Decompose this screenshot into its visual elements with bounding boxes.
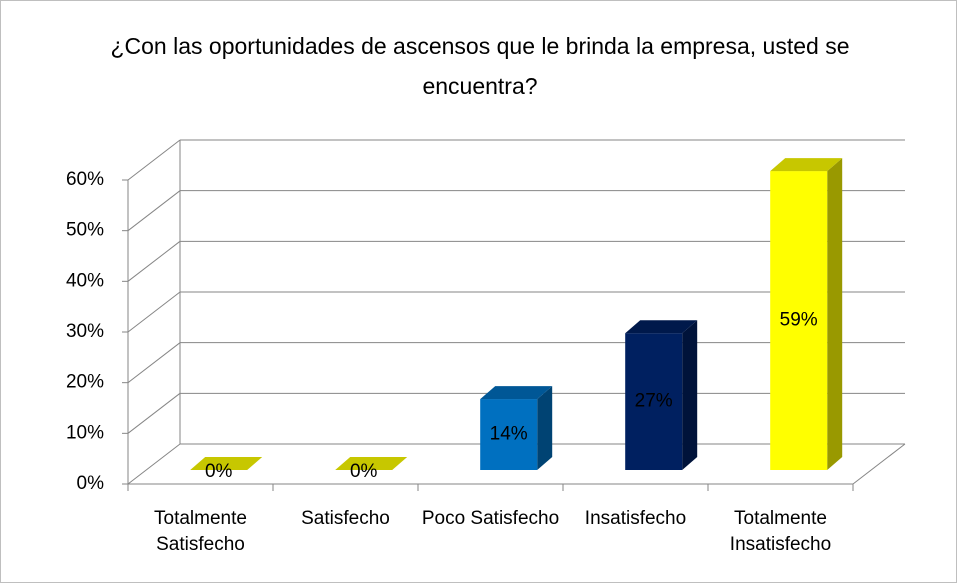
grid-line <box>127 190 181 232</box>
bar-side <box>682 320 698 470</box>
bar-side <box>827 158 843 471</box>
data-label: 27% <box>635 391 673 412</box>
bar-top <box>625 320 698 334</box>
y-tick-label: 40% <box>66 270 104 291</box>
x-tick-label: Totalmente Satisfecho <box>154 508 247 555</box>
y-tick-label: 50% <box>66 220 104 241</box>
grid-line <box>127 291 181 333</box>
bar-top <box>480 386 553 400</box>
data-label: 14% <box>490 424 528 445</box>
y-tick-label: 0% <box>77 473 105 494</box>
grid-line <box>127 392 181 434</box>
y-tick-label: 10% <box>66 422 104 443</box>
bar-top <box>770 158 843 172</box>
x-tick-label: Totalmente Insatisfecho <box>729 508 832 555</box>
y-tick-label: 30% <box>66 321 104 342</box>
y-tick-label: 20% <box>66 372 104 393</box>
grid-line <box>127 240 181 282</box>
data-label: 0% <box>205 461 233 482</box>
grid-line <box>127 443 181 485</box>
bar <box>770 171 828 471</box>
bar-top <box>335 457 408 470</box>
floor-edge <box>852 443 906 485</box>
x-tick-label: Satisfecho <box>301 508 390 529</box>
grid-line <box>127 342 181 384</box>
y-tick-label: 60% <box>66 169 104 190</box>
bar-top <box>190 457 263 470</box>
data-label: 59% <box>780 310 818 331</box>
bar <box>480 399 538 470</box>
bar-side <box>537 386 553 470</box>
x-tick-label: Poco Satisfecho <box>421 508 560 529</box>
x-tick-label: Insatisfecho <box>584 508 687 529</box>
data-label: 0% <box>350 461 378 482</box>
grid-line <box>127 139 181 181</box>
bar <box>625 333 683 470</box>
chart-title: ¿Con las oportunidades de ascensos que l… <box>110 33 850 99</box>
